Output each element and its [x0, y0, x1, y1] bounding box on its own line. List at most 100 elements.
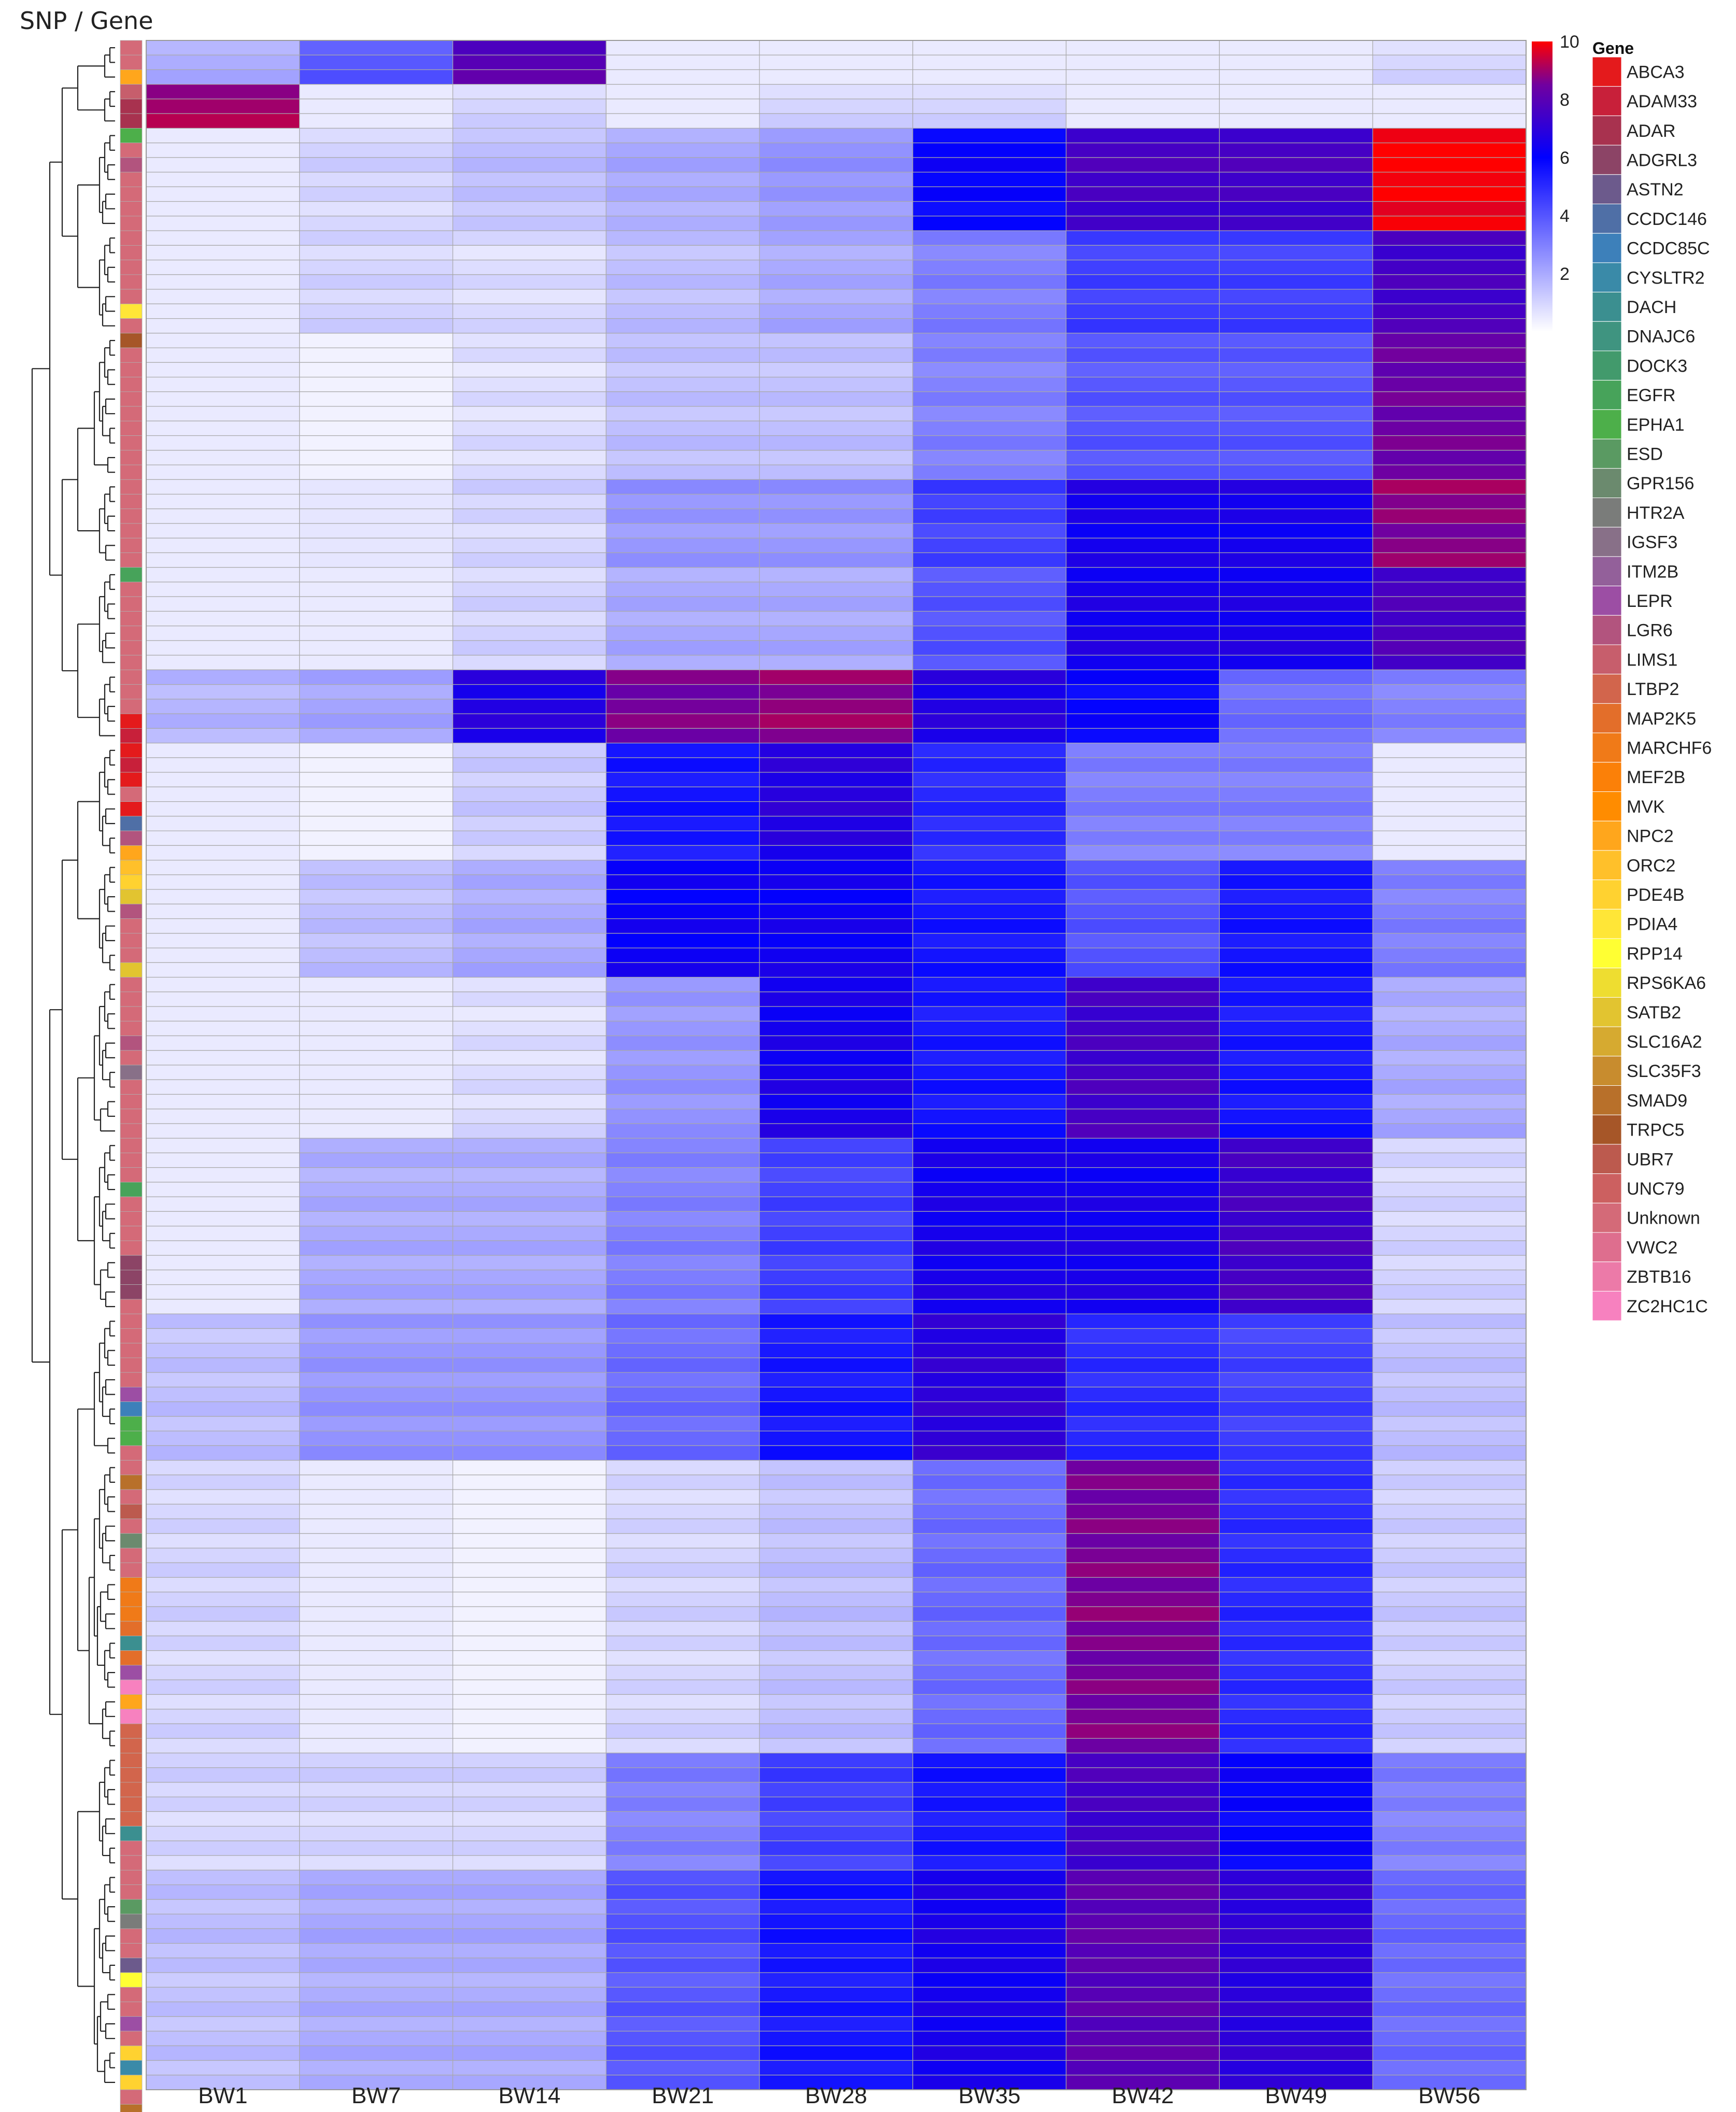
heatmap-cell — [912, 859, 1067, 875]
heatmap-cell — [299, 743, 454, 758]
heatmap-cell — [1219, 1518, 1373, 1534]
heatmap-cell — [605, 552, 760, 568]
legend-swatch — [1592, 850, 1622, 881]
heatmap-cell — [146, 2016, 300, 2032]
heatmap-cell — [605, 113, 760, 129]
heatmap-cell — [605, 1065, 760, 1080]
gene-annotation-cell — [120, 1928, 143, 1944]
heatmap-cell — [1372, 1094, 1527, 1110]
heatmap-cell — [452, 1035, 606, 1051]
heatmap-cell — [1066, 1255, 1220, 1270]
gene-annotation-cell — [120, 54, 143, 70]
heatmap-cell — [146, 1635, 300, 1651]
heatmap-cell — [1372, 1650, 1527, 1666]
heatmap-cell — [912, 728, 1067, 744]
heatmap-cell — [1219, 2001, 1373, 2017]
heatmap-cell — [452, 947, 606, 963]
gene-annotation-cell — [120, 187, 143, 202]
heatmap-cell — [1219, 127, 1373, 144]
gene-annotation-cell — [120, 289, 143, 304]
heatmap-cell — [1372, 201, 1527, 217]
heatmap-cell — [299, 1313, 454, 1329]
heatmap-cell — [1219, 772, 1373, 787]
heatmap-cell — [146, 303, 300, 319]
heatmap-cell — [1372, 655, 1527, 671]
heatmap-cell — [1372, 1899, 1527, 1915]
heatmap-cell — [1066, 1504, 1220, 1520]
heatmap-cell — [759, 1884, 913, 1900]
heatmap-cell — [605, 98, 760, 114]
heatmap-cell — [759, 1094, 913, 1110]
heatmap-cell — [912, 523, 1067, 538]
heatmap-cell — [146, 1592, 300, 1607]
heatmap-cell — [912, 1079, 1067, 1095]
heatmap-cell — [912, 1796, 1067, 1812]
heatmap-cell — [1066, 1094, 1220, 1110]
heatmap-cell — [912, 493, 1067, 509]
heatmap-cell — [605, 69, 760, 85]
heatmap-cell — [605, 391, 760, 407]
heatmap-cell — [605, 230, 760, 246]
heatmap-cell — [1066, 303, 1220, 319]
heatmap-cell — [1066, 1401, 1220, 1417]
heatmap-cell — [299, 464, 454, 480]
heatmap-cell — [1219, 1182, 1373, 1197]
heatmap-cell — [605, 1796, 760, 1812]
heatmap-cell — [146, 801, 300, 817]
heatmap-cell — [1219, 1416, 1373, 1431]
heatmap-cell — [299, 376, 454, 392]
heatmap-cell — [1219, 1840, 1373, 1856]
heatmap-cell — [912, 1240, 1067, 1256]
heatmap-cell — [146, 2045, 300, 2061]
heatmap-cell — [1066, 1459, 1220, 1476]
heatmap-cell — [452, 1518, 606, 1534]
heatmap-cell — [299, 567, 454, 583]
heatmap-cell — [605, 626, 760, 641]
heatmap-cell — [299, 655, 454, 671]
heatmap-cell — [452, 537, 606, 554]
heatmap-cell — [299, 1035, 454, 1051]
colorbar-tick-label: 8 — [1560, 90, 1570, 110]
gene-annotation-cell — [120, 479, 143, 494]
heatmap-cell — [299, 1020, 454, 1037]
heatmap-cell — [1219, 2060, 1373, 2076]
heatmap-cell — [452, 1079, 606, 1095]
heatmap-cell — [605, 1577, 760, 1593]
heatmap-cell — [146, 1343, 300, 1358]
heatmap-cell — [912, 1269, 1067, 1285]
heatmap-cell — [146, 830, 300, 846]
heatmap-cell — [299, 874, 454, 890]
heatmap-cell — [912, 2031, 1067, 2046]
heatmap-cell — [1219, 552, 1373, 568]
heatmap-cell — [452, 918, 606, 934]
legend-label: DNAJC6 — [1627, 327, 1695, 347]
heatmap-cell — [299, 84, 454, 100]
gene-annotation-cell — [120, 1958, 143, 1973]
heatmap-cell — [605, 889, 760, 904]
heatmap-cell — [1372, 1430, 1527, 1446]
gene-annotation-cell — [120, 2060, 143, 2076]
heatmap-cell — [1219, 1884, 1373, 1900]
heatmap-cell — [452, 1475, 606, 1490]
heatmap-cell — [452, 816, 606, 831]
heatmap-cell — [299, 245, 454, 261]
heatmap-cell — [912, 1504, 1067, 1520]
legend-label: MVK — [1627, 797, 1665, 817]
heatmap-cell — [605, 84, 760, 100]
gene-annotation-cell — [120, 1094, 143, 1110]
heatmap-cell — [1066, 772, 1220, 787]
heatmap-cell — [299, 918, 454, 934]
gene-annotation-cell — [120, 874, 143, 890]
heatmap-cell — [1066, 669, 1220, 685]
heatmap-cell — [759, 347, 913, 363]
heatmap-cell — [912, 1211, 1067, 1227]
heatmap-cell — [299, 991, 454, 1007]
heatmap-cell — [759, 1109, 913, 1124]
heatmap-cell — [912, 772, 1067, 787]
heatmap-cell — [146, 655, 300, 671]
heatmap-cell — [1219, 1357, 1373, 1373]
legend-title: Gene — [1592, 39, 1634, 58]
heatmap-cell — [1066, 1621, 1220, 1637]
heatmap-cell — [1372, 1884, 1527, 1900]
heatmap-cell — [146, 933, 300, 948]
